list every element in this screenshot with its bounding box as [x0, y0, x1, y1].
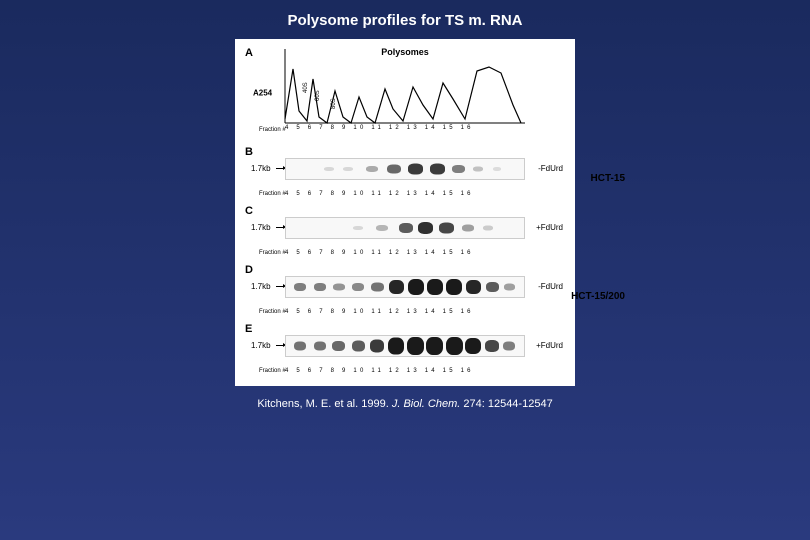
fraction-numbers: 4 5 6 7 8 9 10 11 12 13 14 15 16 — [243, 309, 567, 315]
blot-band — [343, 167, 353, 171]
fraction-label: Fraction # — [259, 309, 286, 315]
cell-line-label: HCT-15 — [591, 173, 625, 184]
blot-band — [352, 341, 365, 352]
blot-band — [427, 279, 443, 295]
size-arrow-icon — [276, 168, 284, 169]
blot-band — [439, 223, 454, 234]
blot-band — [371, 283, 384, 292]
panel-a: A Polysomes A254 40S 60S 80S Fraction # … — [243, 45, 567, 140]
size-label: 1.7kb — [251, 282, 271, 291]
svg-text:40S: 40S — [303, 82, 309, 93]
size-arrow-icon — [276, 345, 284, 346]
blot-lane — [285, 217, 525, 239]
blot-band — [418, 222, 433, 234]
blot-band — [493, 167, 501, 171]
blot-band — [485, 340, 499, 352]
blot-band — [352, 283, 364, 291]
fraction-label: Fraction # — [259, 191, 286, 197]
blot-band — [389, 280, 404, 294]
blot-band — [503, 342, 515, 351]
blot-band — [465, 338, 481, 354]
citation-ref: 274: 12544-12547 — [463, 398, 552, 410]
fraction-numbers: 4 5 6 7 8 9 10 11 12 13 14 15 16 — [243, 250, 567, 256]
polysomes-header: Polysomes — [381, 47, 429, 57]
condition-label: +FdUrd — [536, 223, 563, 232]
blot-band — [333, 284, 345, 291]
blot-band — [399, 223, 413, 233]
blot-band — [370, 340, 384, 353]
citation: Kitchens, M. E. et al. 1999. J. Biol. Ch… — [257, 398, 552, 410]
blot-band — [486, 282, 499, 292]
blot-band — [294, 342, 306, 351]
blot-band — [407, 337, 424, 355]
panel-b-label: B — [245, 146, 253, 158]
panel-d-label: D — [245, 264, 253, 276]
fraction-label: Fraction # — [259, 368, 286, 374]
fraction-numbers: 4 5 6 7 8 9 10 11 12 13 14 15 16 — [243, 368, 567, 374]
size-arrow-icon — [276, 227, 284, 228]
panel-e-label: E — [245, 323, 252, 335]
blot-band — [452, 165, 465, 173]
blot-band — [388, 338, 404, 355]
blot-band — [376, 225, 388, 231]
blot-band — [366, 166, 378, 172]
panel-b: B 1.7kb -FdUrd Fraction #4 5 6 7 8 9 10 11 … — [243, 144, 567, 199]
y-axis-label: A254 — [253, 88, 272, 97]
blot-lane — [285, 158, 525, 180]
cell-line-label: HCT-15/200 — [571, 291, 625, 302]
svg-text:80S: 80S — [331, 98, 337, 109]
fraction-numbers-a: 4 5 6 7 8 9 10 11 12 13 14 15 16 — [243, 125, 567, 131]
panel-e: E1.7kb+FdUrdHCT-15/200Fraction #4 5 6 7 … — [243, 321, 567, 376]
blot-band — [504, 284, 515, 291]
blot-lane — [285, 335, 525, 357]
size-label: 1.7kb — [251, 223, 271, 232]
citation-journal: J. Biol. Chem. — [392, 398, 460, 410]
fraction-label-a: Fraction # — [259, 127, 286, 133]
blot-band — [387, 165, 401, 174]
size-label: 1.7kb — [251, 164, 271, 173]
fraction-label: Fraction # — [259, 250, 286, 256]
svg-text:60S: 60S — [315, 90, 321, 101]
blot-band — [446, 337, 463, 355]
blot-band — [446, 279, 462, 295]
blot-band — [294, 283, 306, 291]
blot-band — [353, 226, 363, 230]
blot-lane — [285, 276, 525, 298]
condition-label: +FdUrd — [536, 341, 563, 350]
size-label: 1.7kb — [251, 341, 271, 350]
panel-d: D 1.7kb -FdUrd Fraction #4 5 6 7 8 9 10 11 … — [243, 262, 567, 317]
blot-band — [466, 280, 481, 294]
blot-band — [324, 167, 334, 171]
blot-band — [314, 342, 326, 351]
fraction-numbers: 4 5 6 7 8 9 10 11 12 13 14 15 16 — [243, 191, 567, 197]
panel-c: C1.7kb+FdUrdHCT-15Fraction #4 5 6 7 8 9 … — [243, 203, 567, 258]
blot-band — [426, 337, 443, 355]
polysome-profile-curve: 40S 60S 80S — [243, 45, 567, 125]
blot-band — [314, 283, 326, 291]
citation-authors: Kitchens, M. E. et al. 1999. — [257, 398, 388, 410]
blot-band — [462, 225, 474, 232]
size-arrow-icon — [276, 286, 284, 287]
figure-panel: A Polysomes A254 40S 60S 80S Fraction # … — [235, 39, 575, 386]
panel-a-label: A — [245, 47, 253, 59]
blot-band — [408, 279, 424, 295]
blot-band — [408, 164, 423, 175]
blot-band — [332, 341, 345, 351]
condition-label: -FdUrd — [538, 164, 563, 173]
slide-title: Polysome profiles for TS m. RNA — [287, 12, 522, 29]
blot-band — [473, 167, 483, 172]
blot-band — [483, 226, 493, 231]
condition-label: -FdUrd — [538, 282, 563, 291]
blot-band — [430, 164, 445, 175]
panel-c-label: C — [245, 205, 253, 217]
